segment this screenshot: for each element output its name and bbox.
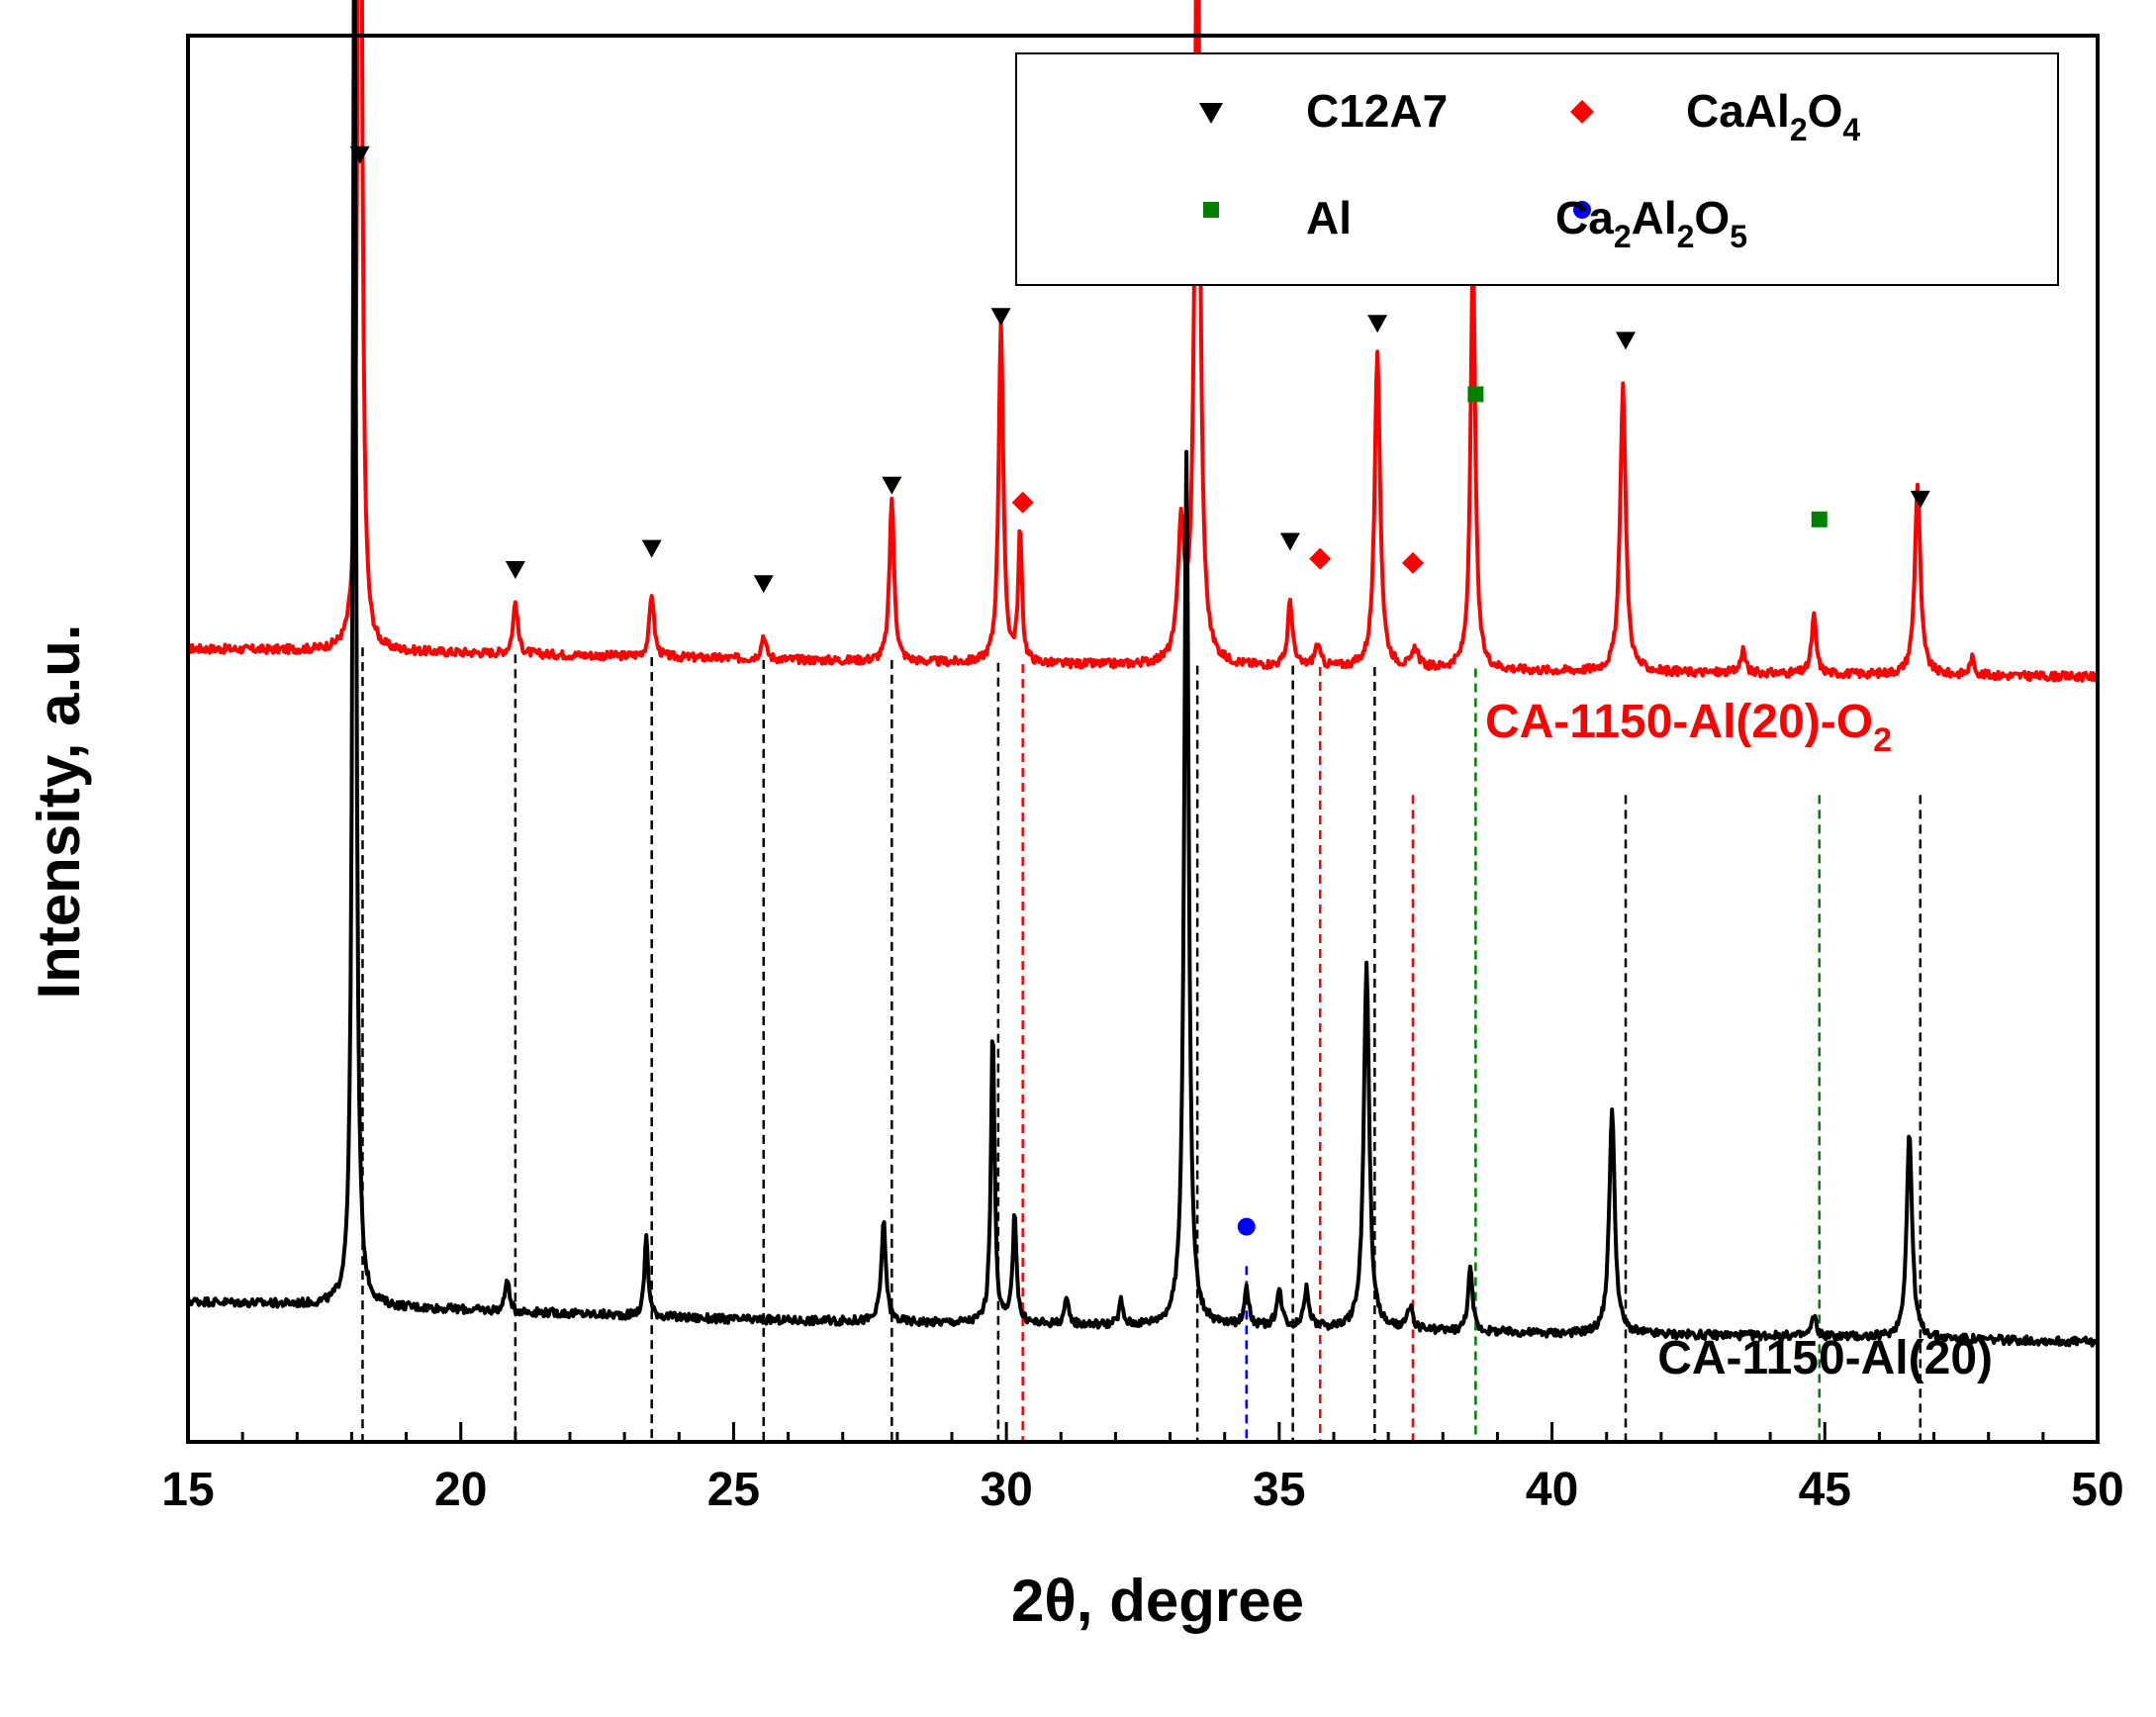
- legend-box: [1015, 52, 2059, 286]
- series-label-o2: CA-1150-Al(20)-O2: [1485, 696, 1892, 759]
- series-label-base: CA-1150-Al(20): [1657, 1332, 1993, 1384]
- phase-marker-c12a7: [1367, 315, 1388, 334]
- phase-marker-c12a7: [882, 476, 902, 495]
- x-tick-label: 15: [161, 1464, 214, 1516]
- x-tick-label: 30: [980, 1464, 1032, 1516]
- phase-marker-caal2o4: [1011, 491, 1034, 514]
- legend-al-label: Al: [1306, 192, 1352, 243]
- x-tick-label: 40: [1526, 1464, 1578, 1516]
- legend: C12A7 CaAl2O4 Al Ca2Al2O5: [1015, 52, 2059, 286]
- plot-frame: [186, 34, 2100, 1444]
- x-tick-label: 35: [1253, 1464, 1305, 1516]
- x-tick-label: 50: [2071, 1464, 2123, 1516]
- legend-ca2al2o5-marker: [1573, 201, 1591, 219]
- phase-marker-al: [1467, 386, 1484, 403]
- phase-marker-caal2o4: [1401, 551, 1424, 574]
- phase-marker-c12a7: [505, 560, 525, 579]
- legend-al-marker: [1203, 202, 1219, 218]
- x-axis-title: 2θ, degree: [1011, 1568, 1304, 1634]
- legend-caal2o4-label: CaAl2O4: [1686, 85, 1860, 147]
- phase-marker-caal2o4: [1309, 547, 1332, 570]
- phase-marker-c12a7: [990, 308, 1011, 327]
- series-line-base: [186, 0, 2100, 1348]
- x-tick-label: 25: [707, 1464, 760, 1516]
- y-axis-title: Intensity, a.u.: [26, 624, 92, 1000]
- phase-marker-c12a7: [1910, 490, 1930, 509]
- phase-markers: [349, 145, 1930, 1236]
- legend-c12a7-label: C12A7: [1306, 85, 1448, 137]
- series-layer: [186, 0, 2100, 1348]
- legend-caal2o4-marker: [1570, 100, 1594, 124]
- phase-marker-c12a7: [349, 145, 370, 164]
- x-tick-label: 45: [1799, 1464, 1851, 1516]
- phase-marker-c12a7: [1279, 532, 1300, 551]
- phase-marker-c12a7: [1616, 332, 1637, 350]
- legend-c12a7-marker: [1199, 103, 1223, 124]
- series-line-o2: [187, 0, 2100, 683]
- phase-marker-c12a7: [753, 575, 774, 594]
- legend-ca2al2o5-label: Ca2Al2O5: [1555, 192, 1747, 254]
- phase-marker-c12a7: [641, 539, 662, 558]
- x-tick-label: 20: [434, 1464, 487, 1516]
- phase-marker-ca2al2o5: [1237, 1217, 1256, 1236]
- x-axis-ticks: 15 20 25 30 35 40 45 50: [161, 1422, 2124, 1516]
- phase-marker-al: [1811, 511, 1828, 527]
